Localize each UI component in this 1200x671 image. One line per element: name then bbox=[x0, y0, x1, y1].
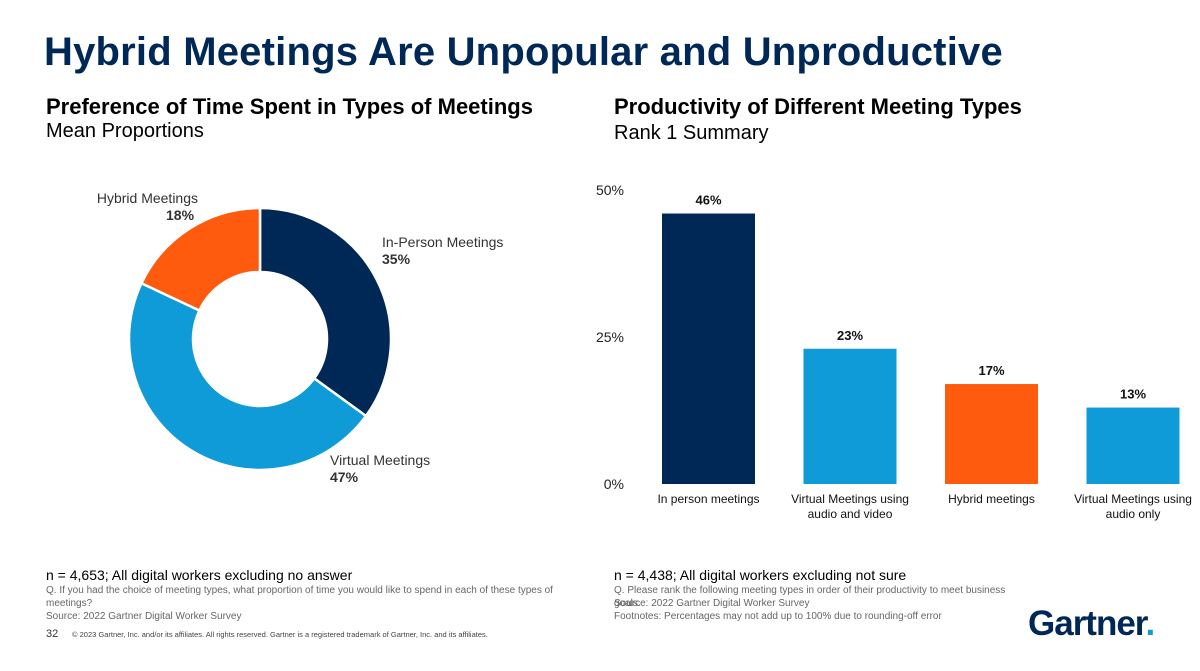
pie-label-hybrid: Hybrid Meetings 18% bbox=[88, 190, 198, 224]
left-question: Q. If you had the choice of meeting type… bbox=[46, 585, 553, 609]
pie-label-hybrid-value: 18% bbox=[166, 207, 195, 223]
left-chart-subtitle: Mean Proportions bbox=[46, 120, 204, 142]
donut-slice-in-person-meetings bbox=[258, 206, 393, 418]
right-footnote: Footnotes: Percentages may not add up to… bbox=[614, 611, 942, 622]
x-category-label: audio only bbox=[1106, 507, 1161, 521]
gartner-logo-text: Gartner bbox=[1028, 604, 1146, 643]
left-source: Source: 2022 Gartner Digital Worker Surv… bbox=[46, 611, 242, 622]
donut-slice-hybrid-meetings bbox=[139, 206, 262, 313]
left-sample-note: n = 4,653; All digital workers excluding… bbox=[46, 567, 353, 583]
bar-value-label: 23% bbox=[837, 328, 863, 343]
y-tick-label: 25% bbox=[596, 329, 624, 345]
y-tick-label: 0% bbox=[604, 476, 624, 492]
x-category-label: Virtual Meetings using bbox=[791, 492, 909, 506]
bar-1 bbox=[662, 213, 755, 484]
x-category-label: Hybrid meetings bbox=[948, 492, 1035, 506]
copyright: © 2023 Gartner, Inc. and/or its affiliat… bbox=[72, 630, 488, 639]
pie-label-virtual: Virtual Meetings 47% bbox=[330, 452, 430, 486]
bar-4 bbox=[1086, 407, 1180, 484]
pie-label-in-person-name: In-Person Meetings bbox=[382, 234, 504, 250]
bar-value-label: 17% bbox=[978, 363, 1004, 378]
bar-chart: 0% 25% 50% 46% In person meetings 23% Virtual … bbox=[596, 182, 1192, 521]
x-category-label: In person meetings bbox=[657, 492, 759, 506]
page-title: Hybrid Meetings Are Unpopular and Unprod… bbox=[44, 30, 1003, 74]
pie-label-in-person-value: 35% bbox=[382, 251, 411, 267]
bar-value-label: 13% bbox=[1120, 387, 1146, 402]
left-chart-title: Preference of Time Spent in Types of Mee… bbox=[46, 94, 533, 119]
gartner-logo-dot: . bbox=[1145, 604, 1156, 643]
right-chart-title: Productivity of Different Meeting Types bbox=[614, 94, 1022, 119]
page-number: 32 bbox=[46, 628, 59, 640]
pie-label-in-person: In-Person Meetings 35% bbox=[382, 234, 503, 268]
bar-2 bbox=[803, 348, 897, 484]
right-question: Q. Please rank the following meeting typ… bbox=[614, 585, 1006, 609]
bar-3 bbox=[945, 384, 1038, 484]
bar-value-label: 46% bbox=[695, 193, 721, 208]
donut-chart bbox=[127, 206, 393, 472]
pie-label-virtual-value: 47% bbox=[330, 469, 359, 485]
pie-label-virtual-name: Virtual Meetings bbox=[330, 452, 431, 468]
x-category-label: Virtual Meetings using bbox=[1074, 492, 1192, 506]
right-sample-note: n = 4,438; All digital workers excluding… bbox=[614, 567, 907, 583]
gartner-logo: Gartner. bbox=[1028, 604, 1156, 644]
x-category-label: audio and video bbox=[808, 507, 893, 521]
pie-label-hybrid-name: Hybrid Meetings bbox=[96, 190, 198, 206]
right-chart-subtitle: Rank 1 Summary bbox=[614, 122, 769, 144]
y-tick-label: 50% bbox=[596, 182, 624, 198]
donut-slice-virtual-meetings bbox=[127, 281, 368, 472]
right-source: Source: 2022 Gartner Digital Worker Surv… bbox=[614, 598, 810, 609]
